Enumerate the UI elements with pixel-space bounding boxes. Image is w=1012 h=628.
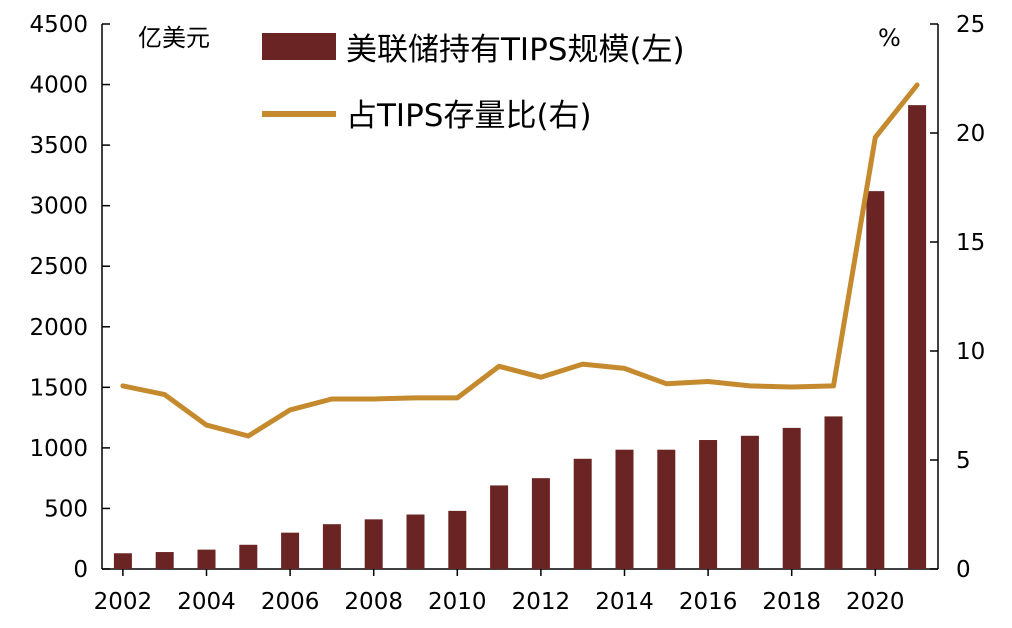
bar-series-group xyxy=(114,105,926,569)
right-tick-label: 0 xyxy=(956,557,971,583)
left-tick-label: 1500 xyxy=(29,375,88,401)
x-tick-label: 2004 xyxy=(177,589,236,615)
bar xyxy=(323,524,341,569)
left-tick-label: 4500 xyxy=(29,12,88,38)
bar xyxy=(448,511,466,569)
bar xyxy=(198,550,216,569)
x-tick-label: 2008 xyxy=(344,589,403,615)
bar xyxy=(657,450,675,569)
bar xyxy=(156,552,174,569)
right-axis-unit: % xyxy=(878,24,901,52)
x-tick-label: 2012 xyxy=(512,589,571,615)
bar xyxy=(490,485,508,569)
bar xyxy=(574,459,592,569)
x-tick-label: 2014 xyxy=(595,589,654,615)
right-tick-label: 20 xyxy=(956,121,985,147)
bar xyxy=(532,478,550,569)
left-tick-label: 1000 xyxy=(29,436,88,462)
left-tick-label: 2000 xyxy=(29,315,88,341)
x-tick-label: 2018 xyxy=(762,589,821,615)
bar xyxy=(239,545,257,569)
bar xyxy=(908,105,926,569)
left-axis-unit: 亿美元 xyxy=(138,24,210,52)
bar xyxy=(866,191,884,569)
right-tick-label: 5 xyxy=(956,448,971,474)
bar xyxy=(407,515,425,570)
left-tick-label: 0 xyxy=(73,557,88,583)
left-tick-label: 3000 xyxy=(29,194,88,220)
bar xyxy=(114,553,132,569)
line-series-group xyxy=(123,85,917,436)
bar xyxy=(741,436,759,569)
legend-line-label: 占TIPS存量比(右) xyxy=(346,98,592,134)
x-tick-label: 2006 xyxy=(261,589,320,615)
bar xyxy=(616,450,634,569)
left-tick-label: 2500 xyxy=(29,254,88,280)
bar xyxy=(281,533,299,569)
legend: 美联储持有TIPS规模(左) 占TIPS存量比(右) xyxy=(262,32,685,134)
right-tick-label: 10 xyxy=(956,339,985,365)
legend-bar-swatch xyxy=(262,33,336,60)
series-line xyxy=(123,85,917,436)
left-tick-label: 4000 xyxy=(29,73,88,99)
left-tick-label: 500 xyxy=(44,496,88,522)
left-tick-label: 3500 xyxy=(29,133,88,159)
bar xyxy=(699,440,717,569)
right-tick-label: 25 xyxy=(956,12,985,38)
x-tick-label: 2010 xyxy=(428,589,487,615)
bar xyxy=(365,519,383,569)
bar xyxy=(825,416,843,569)
x-tick-label: 2016 xyxy=(679,589,738,615)
x-tick-label: 2002 xyxy=(94,589,153,615)
bar xyxy=(783,428,801,569)
right-tick-label: 15 xyxy=(956,230,985,256)
x-tick-label: 2020 xyxy=(846,589,905,615)
legend-bar-label: 美联储持有TIPS规模(左) xyxy=(346,32,685,68)
